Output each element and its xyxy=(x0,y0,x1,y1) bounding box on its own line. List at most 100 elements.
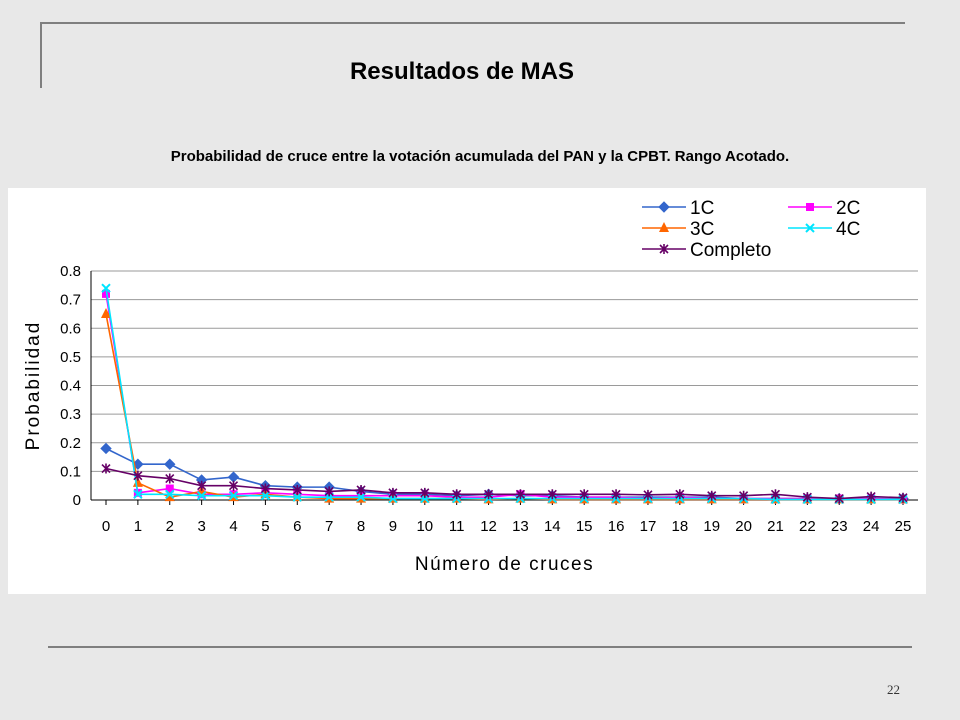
x-tick-label: 24 xyxy=(863,518,880,535)
legend-marker-3c xyxy=(659,222,669,232)
data-point-completo xyxy=(802,492,812,503)
y-tick-label: 0.1 xyxy=(60,463,81,480)
x-tick-label: 11 xyxy=(449,518,465,535)
x-tick-label: 22 xyxy=(799,518,816,535)
line-chart: 0 0.1 0.2 0.3 0.4 0.5 0.6 0.7 0.8 0 1 2 3 4 5 6 7 8 9 10 11 1… xyxy=(23,198,918,575)
y-tick-label: 0.8 xyxy=(60,263,81,280)
y-tick-label: 0.2 xyxy=(60,435,81,452)
data-point-4c xyxy=(228,490,239,501)
left-rule-line xyxy=(40,22,42,88)
x-tick-label: 17 xyxy=(640,518,657,535)
y-axis-title: Probabilidad xyxy=(23,321,44,451)
data-point-completo xyxy=(707,490,717,501)
data-point-3c xyxy=(101,307,111,318)
x-tick-label: 7 xyxy=(325,518,333,535)
top-rule-line xyxy=(40,22,905,24)
series-line-4c xyxy=(105,288,903,501)
x-tick-label: 8 xyxy=(357,518,365,535)
series-line-completo xyxy=(105,467,904,500)
bottom-rule-line xyxy=(48,646,912,648)
data-point-completo xyxy=(356,484,366,495)
data-point-4c xyxy=(165,489,175,499)
data-point-4c xyxy=(356,492,366,502)
x-tick-label: 4 xyxy=(229,518,237,535)
y-tick-label: 0 xyxy=(73,492,81,509)
data-point-2c xyxy=(102,289,110,298)
legend-marker-2c xyxy=(806,203,814,211)
data-point-completo xyxy=(388,487,398,498)
x-tick-label: 10 xyxy=(416,518,433,535)
data-point-4c xyxy=(101,283,111,293)
data-point-completo xyxy=(324,486,334,497)
legend-label-2c: 2C xyxy=(836,198,860,219)
chart-area: 0 0.1 0.2 0.3 0.4 0.5 0.6 0.7 0.8 0 1 2 3 4 5 6 7 8 9 10 11 1… xyxy=(8,188,926,594)
data-point-4c xyxy=(196,490,207,501)
x-tick-label: 23 xyxy=(831,518,848,535)
data-point-completo xyxy=(483,489,494,500)
data-point-4c xyxy=(260,490,271,501)
x-tick-label: 25 xyxy=(895,518,912,535)
x-tick-label: 20 xyxy=(735,518,752,535)
x-tick-label: 12 xyxy=(480,518,497,535)
x-tick-label: 2 xyxy=(166,518,174,535)
data-point-completo xyxy=(643,489,653,500)
x-tick-label: 21 xyxy=(767,518,784,535)
data-point-completo xyxy=(101,463,111,474)
legend-marker-completo xyxy=(659,244,669,254)
y-tick-label: 0.5 xyxy=(60,349,81,366)
data-point-completo xyxy=(133,470,143,481)
data-point-completo xyxy=(898,492,908,503)
data-point-1c xyxy=(100,442,112,455)
data-point-completo xyxy=(165,473,175,484)
series-line-2c xyxy=(105,293,904,501)
data-point-4c xyxy=(292,492,302,502)
data-point-completo xyxy=(611,489,621,500)
data-point-4c xyxy=(133,489,143,499)
y-tick-label: 0.3 xyxy=(60,406,81,423)
data-point-completo xyxy=(260,483,270,494)
x-tick-label: 9 xyxy=(389,518,397,535)
data-point-completo xyxy=(739,490,749,501)
legend-label-3c: 3C xyxy=(690,219,714,240)
data-point-completo xyxy=(452,489,462,500)
y-tick-label: 0.7 xyxy=(60,292,81,309)
x-tick-label: 5 xyxy=(261,518,269,535)
x-tick-label: 16 xyxy=(608,518,625,535)
data-point-completo xyxy=(197,480,207,491)
x-tick-label: 0 xyxy=(102,518,110,535)
legend-marker-1c xyxy=(658,201,670,213)
legend-marker-4c xyxy=(805,223,815,233)
x-tick-label: 18 xyxy=(671,518,688,535)
page-number: 22 xyxy=(887,682,900,697)
x-axis-title: Número de cruces xyxy=(415,554,594,575)
data-point-completo xyxy=(675,489,685,500)
slide-title: Resultados de MAS xyxy=(349,58,575,85)
data-point-2c xyxy=(165,484,174,493)
data-point-3c xyxy=(132,476,143,487)
series-line-1c xyxy=(105,447,903,500)
data-point-completo xyxy=(866,491,876,502)
x-tick-label: 13 xyxy=(512,518,529,535)
x-tick-label: 6 xyxy=(293,518,301,535)
x-tick-label: 3 xyxy=(197,518,205,535)
data-point-completo xyxy=(834,493,844,504)
data-point-completo xyxy=(770,489,781,500)
data-point-completo xyxy=(515,489,526,500)
x-tick-label: 14 xyxy=(544,518,561,535)
data-point-1c xyxy=(164,458,176,470)
y-tick-label: 0.6 xyxy=(60,320,81,337)
data-point-3c xyxy=(164,491,175,502)
legend-label-1c: 1C xyxy=(690,198,714,219)
data-point-completo xyxy=(292,484,302,495)
legend-label-4c: 4C xyxy=(836,219,860,240)
x-tick-label: 15 xyxy=(576,518,593,535)
data-point-completo xyxy=(420,487,430,498)
data-point-completo xyxy=(228,480,239,491)
data-point-1c xyxy=(227,471,240,483)
chart-subtitle: Probabilidad de cruce entre la votación … xyxy=(170,148,790,165)
data-point-completo xyxy=(547,489,557,500)
legend-label-completo: Completo xyxy=(690,240,771,261)
y-tick-label: 0.4 xyxy=(60,378,81,395)
x-tick-label: 19 xyxy=(703,518,720,535)
data-point-completo xyxy=(579,489,589,500)
